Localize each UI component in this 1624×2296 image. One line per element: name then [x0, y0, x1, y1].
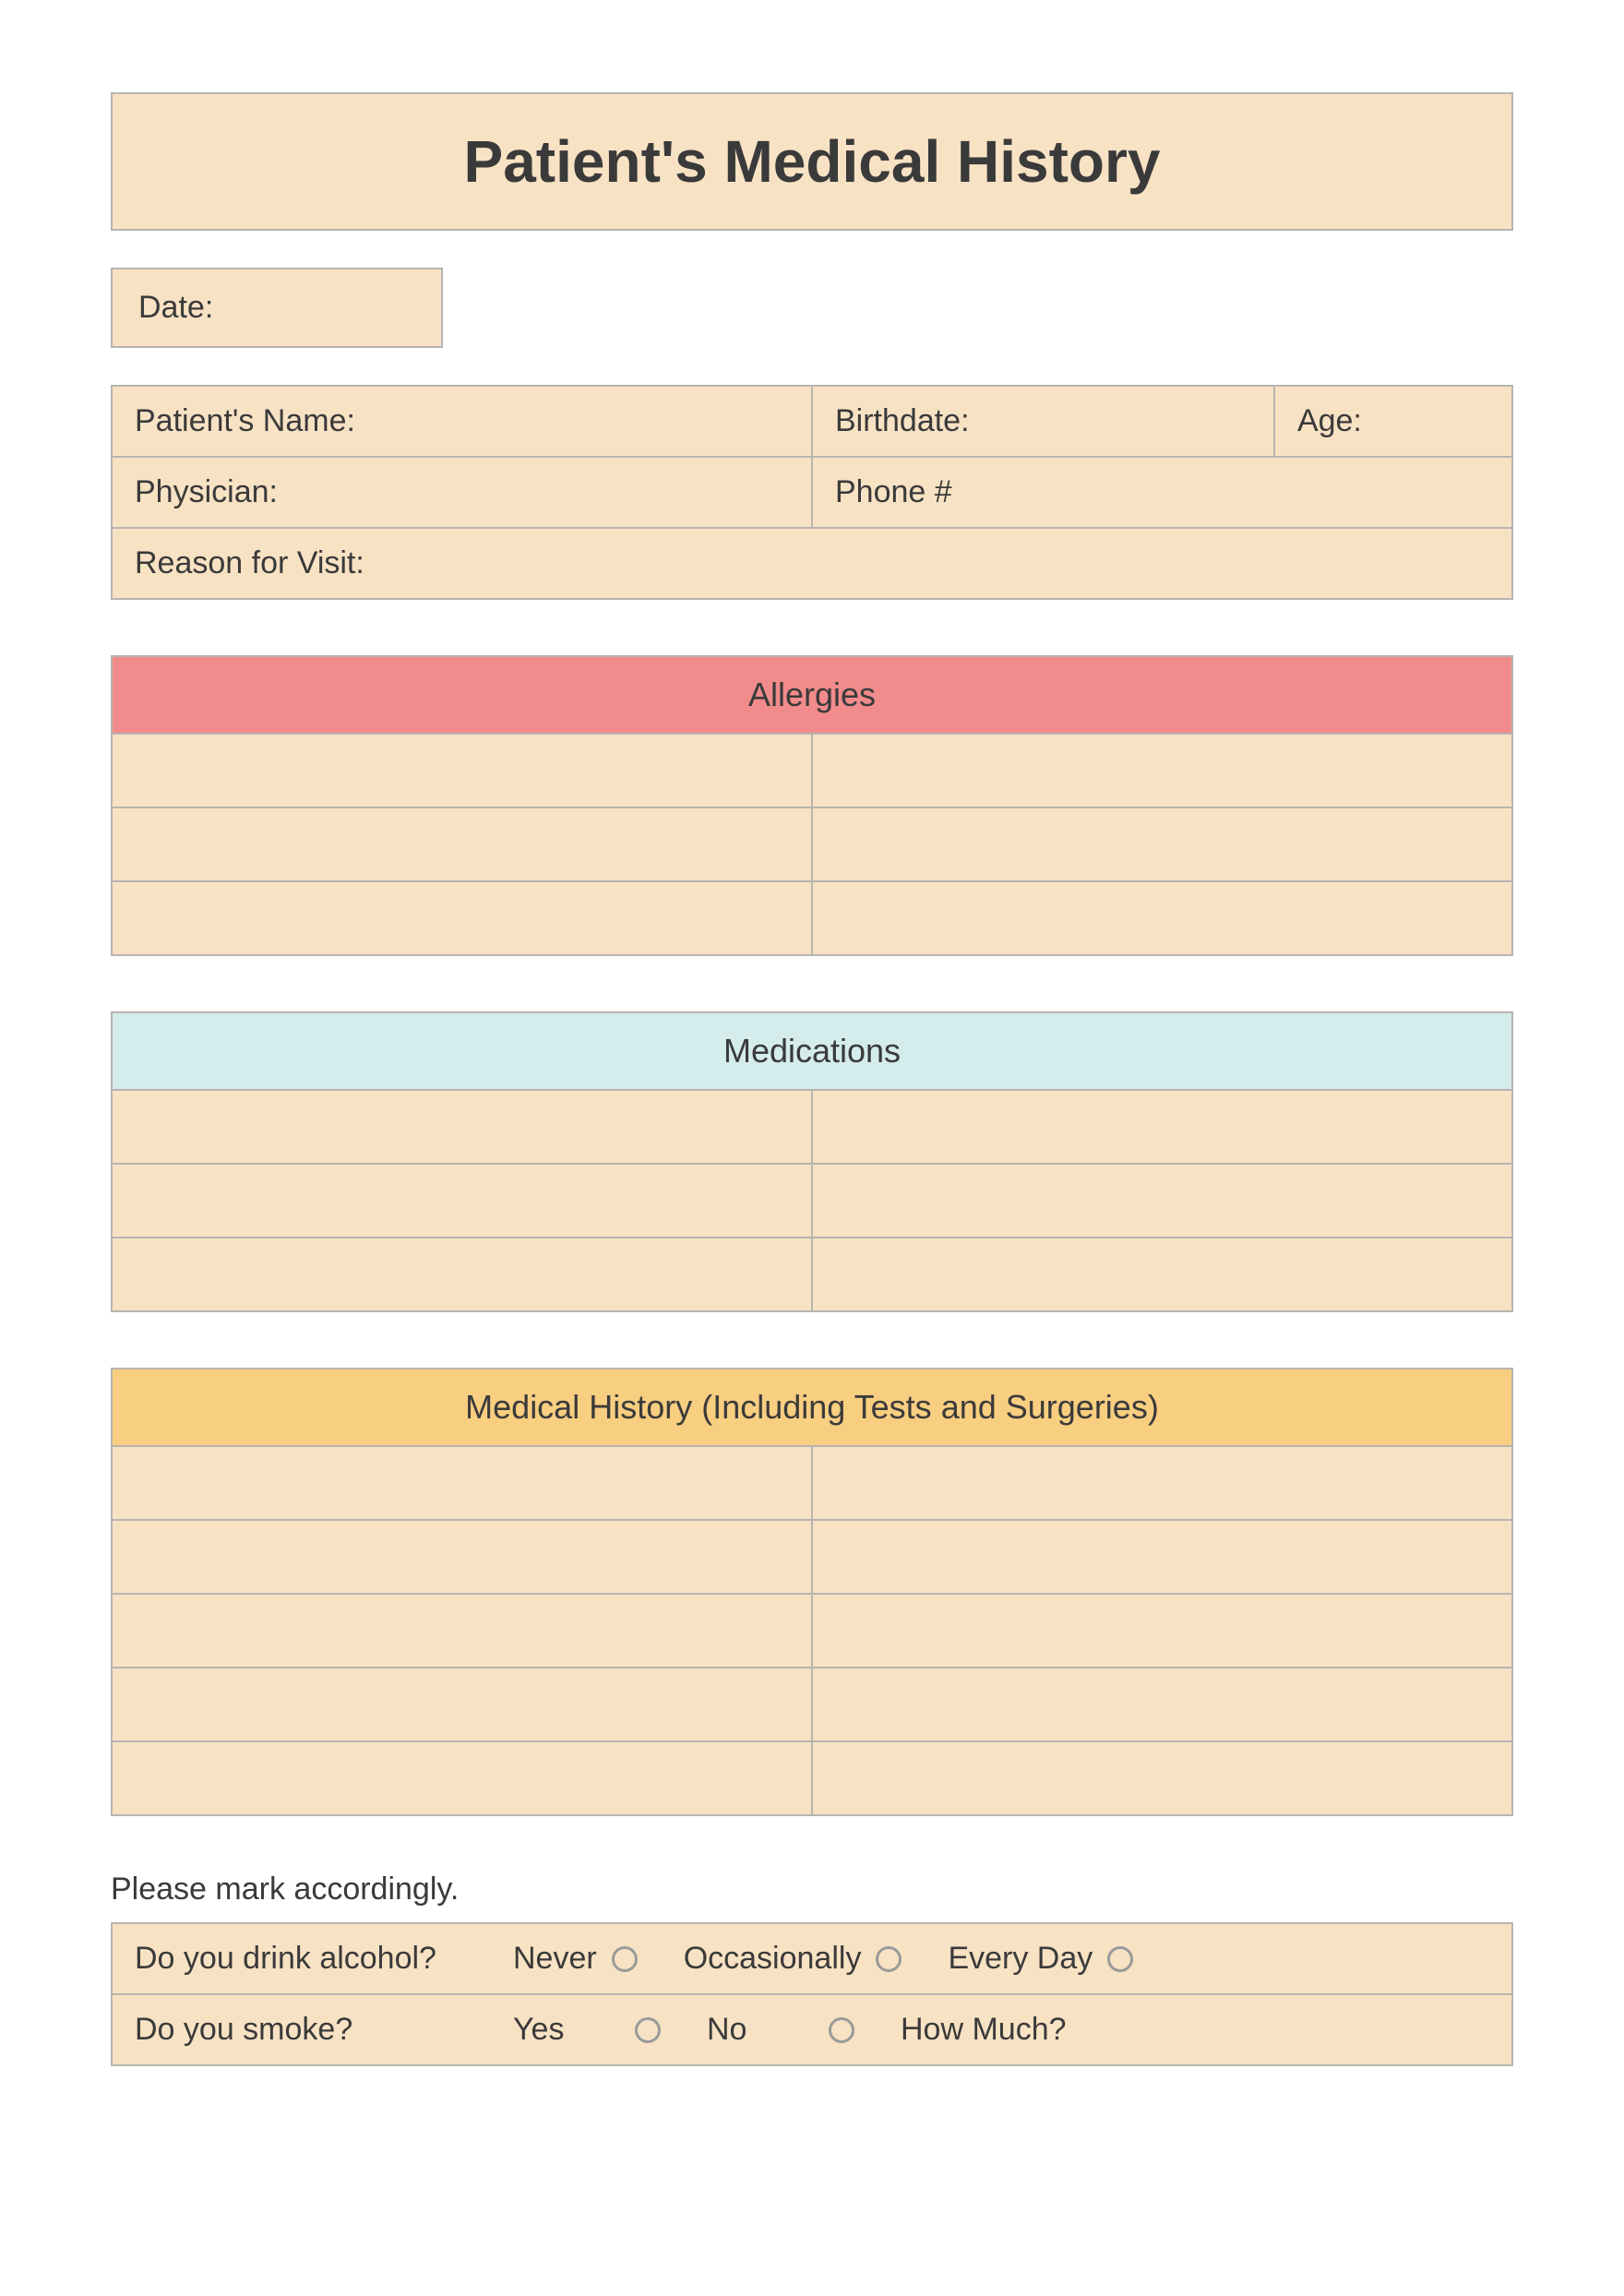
page-title-box: Patient's Medical History — [111, 92, 1513, 231]
page-title: Patient's Medical History — [131, 127, 1493, 196]
radio-icon[interactable] — [829, 2017, 854, 2043]
allergies-table: Allergies — [111, 655, 1513, 956]
reason-cell[interactable]: Reason for Visit: — [112, 528, 1512, 599]
radio-icon[interactable] — [1107, 1946, 1133, 1972]
allergy-cell[interactable] — [812, 807, 1512, 881]
smoke-question-row: Do you smoke? Yes No How Much? — [112, 1994, 1512, 2065]
medication-cell[interactable] — [812, 1090, 1512, 1164]
allergy-cell[interactable] — [112, 807, 812, 881]
smoke-option-yes[interactable]: Yes — [513, 2012, 661, 2048]
physician-cell[interactable]: Physician: — [112, 457, 812, 528]
history-cell[interactable] — [112, 1520, 812, 1594]
history-cell[interactable] — [812, 1668, 1512, 1741]
history-cell[interactable] — [812, 1594, 1512, 1668]
history-cell[interactable] — [112, 1668, 812, 1741]
medication-cell[interactable] — [112, 1238, 812, 1311]
history-cell[interactable] — [812, 1446, 1512, 1520]
smoke-option-no[interactable]: No — [707, 2012, 854, 2048]
medical-history-table: Medical History (Including Tests and Sur… — [111, 1368, 1513, 1816]
alcohol-option-everyday[interactable]: Every Day — [948, 1941, 1133, 1977]
age-cell[interactable]: Age: — [1274, 386, 1512, 457]
alcohol-question-row: Do you drink alcohol? Never Occasionally… — [112, 1923, 1512, 1994]
alcohol-question-label: Do you drink alcohol? — [135, 1941, 467, 1977]
questions-table: Do you drink alcohol? Never Occasionally… — [111, 1922, 1513, 2066]
allergies-header: Allergies — [112, 656, 1512, 734]
phone-cell[interactable]: Phone # — [812, 457, 1512, 528]
radio-icon[interactable] — [635, 2017, 661, 2043]
allergy-cell[interactable] — [112, 734, 812, 807]
smoke-howmuch-label: How Much? — [901, 2012, 1067, 2048]
radio-icon[interactable] — [612, 1946, 638, 1972]
radio-icon[interactable] — [876, 1946, 902, 1972]
medication-cell[interactable] — [112, 1164, 812, 1238]
birthdate-cell[interactable]: Birthdate: — [812, 386, 1274, 457]
alcohol-option-never[interactable]: Never — [513, 1941, 638, 1977]
history-header: Medical History (Including Tests and Sur… — [112, 1369, 1512, 1446]
allergy-cell[interactable] — [112, 881, 812, 955]
medication-cell[interactable] — [812, 1238, 1512, 1311]
smoke-question-label: Do you smoke? — [135, 2012, 467, 2048]
allergy-cell[interactable] — [812, 734, 1512, 807]
history-cell[interactable] — [112, 1446, 812, 1520]
history-cell[interactable] — [812, 1520, 1512, 1594]
medication-cell[interactable] — [112, 1090, 812, 1164]
history-cell[interactable] — [112, 1594, 812, 1668]
alcohol-option-occasionally[interactable]: Occasionally — [684, 1941, 902, 1977]
patient-info-table: Patient's Name: Birthdate: Age: Physicia… — [111, 385, 1513, 600]
medication-cell[interactable] — [812, 1164, 1512, 1238]
patient-name-cell[interactable]: Patient's Name: — [112, 386, 812, 457]
instruction-text: Please mark accordingly. — [111, 1871, 1513, 1907]
history-cell[interactable] — [812, 1741, 1512, 1815]
allergy-cell[interactable] — [812, 881, 1512, 955]
medications-header: Medications — [112, 1012, 1512, 1090]
medications-table: Medications — [111, 1011, 1513, 1312]
history-cell[interactable] — [112, 1741, 812, 1815]
date-field[interactable]: Date: — [111, 268, 443, 348]
